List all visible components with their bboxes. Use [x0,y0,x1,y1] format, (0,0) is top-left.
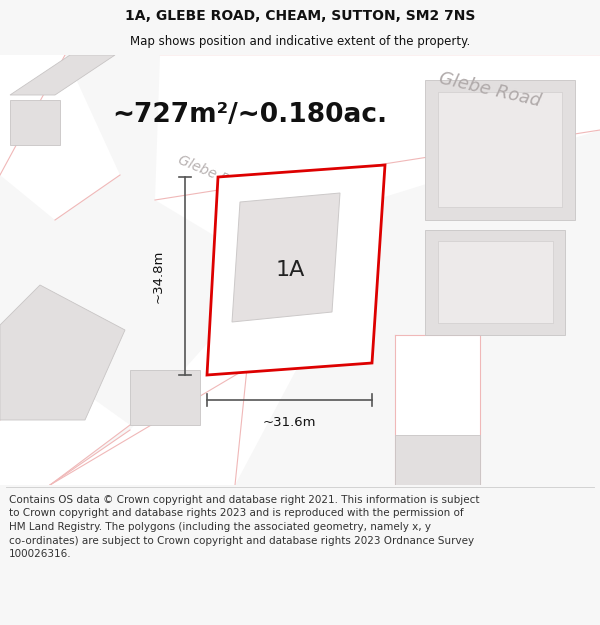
Polygon shape [0,285,125,420]
Polygon shape [438,241,553,323]
Text: Map shows position and indicative extent of the property.: Map shows position and indicative extent… [130,35,470,48]
Polygon shape [438,92,562,207]
Polygon shape [395,435,480,485]
Polygon shape [0,375,130,485]
Text: Glebe Road: Glebe Road [175,153,254,197]
Polygon shape [425,230,565,335]
Polygon shape [130,370,200,425]
Polygon shape [10,100,60,145]
Polygon shape [10,55,115,95]
Text: 1A, GLEBE ROAD, CHEAM, SUTTON, SM2 7NS: 1A, GLEBE ROAD, CHEAM, SUTTON, SM2 7NS [125,9,475,24]
Polygon shape [207,165,385,375]
Polygon shape [155,55,600,245]
Text: ~34.8m: ~34.8m [151,249,164,302]
Polygon shape [395,335,480,485]
Polygon shape [0,55,120,220]
Text: 1A: 1A [275,260,305,280]
Polygon shape [50,290,320,485]
Text: ~31.6m: ~31.6m [263,416,316,429]
Polygon shape [232,193,340,322]
Polygon shape [425,80,575,220]
Text: Glebe Road: Glebe Road [437,69,543,111]
Text: Contains OS data © Crown copyright and database right 2021. This information is : Contains OS data © Crown copyright and d… [9,495,479,559]
Text: ~727m²/~0.180ac.: ~727m²/~0.180ac. [112,102,388,128]
